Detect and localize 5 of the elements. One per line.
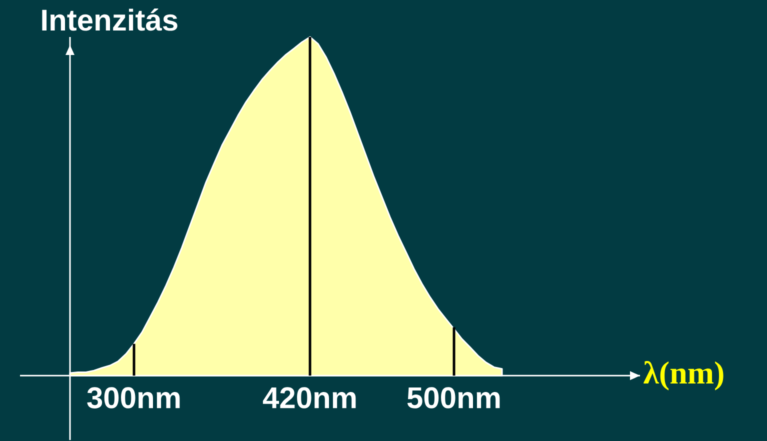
y-axis-title: Intenzitás: [42, 8, 178, 31]
x-tick-label: 300nm: [87, 387, 180, 408]
x-axis-title: λ(nm): [644, 360, 724, 390]
x-tick-label: 500nm: [407, 387, 500, 408]
x-tick-label: 420nm: [262, 387, 356, 408]
